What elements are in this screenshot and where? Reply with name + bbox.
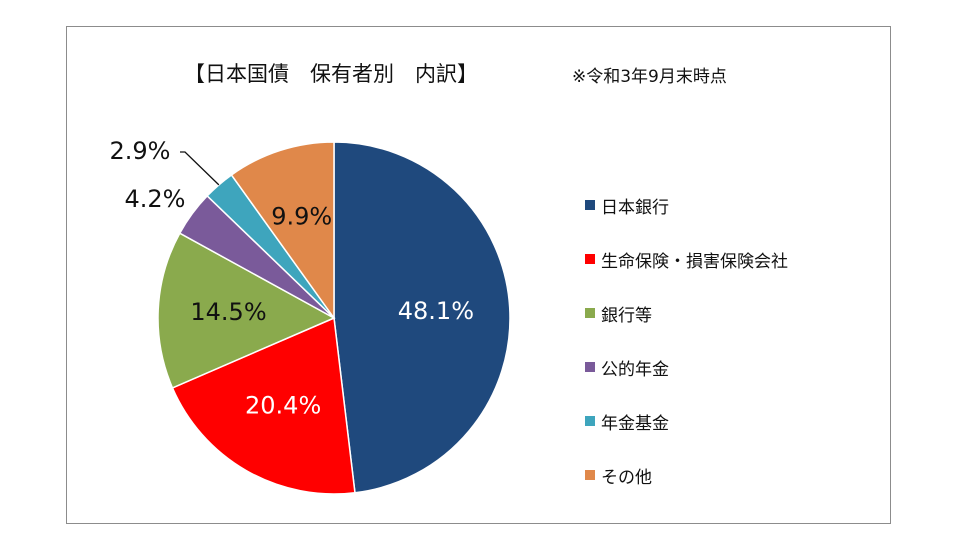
legend-label: 銀行等 [601,305,652,326]
legend-label: 年金基金 [601,413,669,434]
legend-item: 銀行等 [585,286,788,340]
chart-title: 【日本国債 保有者別 内訳】 [184,62,478,86]
legend-item: 公的年金 [585,340,788,394]
pie-slice [230,141,335,321]
slice-value-label: 20.4% [245,392,321,420]
legend-swatch [585,308,595,318]
slice-value-label: 14.5% [190,298,266,326]
legend-item: その他 [585,448,788,502]
legend-item: 日本銀行 [585,178,788,232]
pie-slice [171,316,356,495]
legend: 日本銀行生命保険・損害保険会社 銀行等公的年金年金基金その他 [585,178,788,502]
legend-swatch [585,416,595,426]
legend-item: 生命保険・損害保険会社 [585,232,788,286]
legend-swatch [585,254,595,264]
pie-slice [157,232,336,389]
legend-swatch [585,362,595,372]
slice-value-label: 4.2% [125,185,186,213]
legend-item: 年金基金 [585,394,788,448]
pie-slice [333,141,511,494]
legend-label: 公的年金 [601,359,669,380]
slice-value-label: 48.1% [398,297,474,325]
slice-value-label: 9.9% [271,202,332,230]
chart-date-note: ※令和3年9月末時点 [572,67,727,87]
legend-label: その他 [601,467,652,488]
legend-label: 生命保険・損害保険会社 [601,251,788,272]
legend-swatch [585,470,595,480]
legend-swatch [585,200,595,210]
legend-label: 日本銀行 [601,197,669,218]
leader-line [180,151,220,186]
slice-value-label: 2.9% [110,137,171,165]
